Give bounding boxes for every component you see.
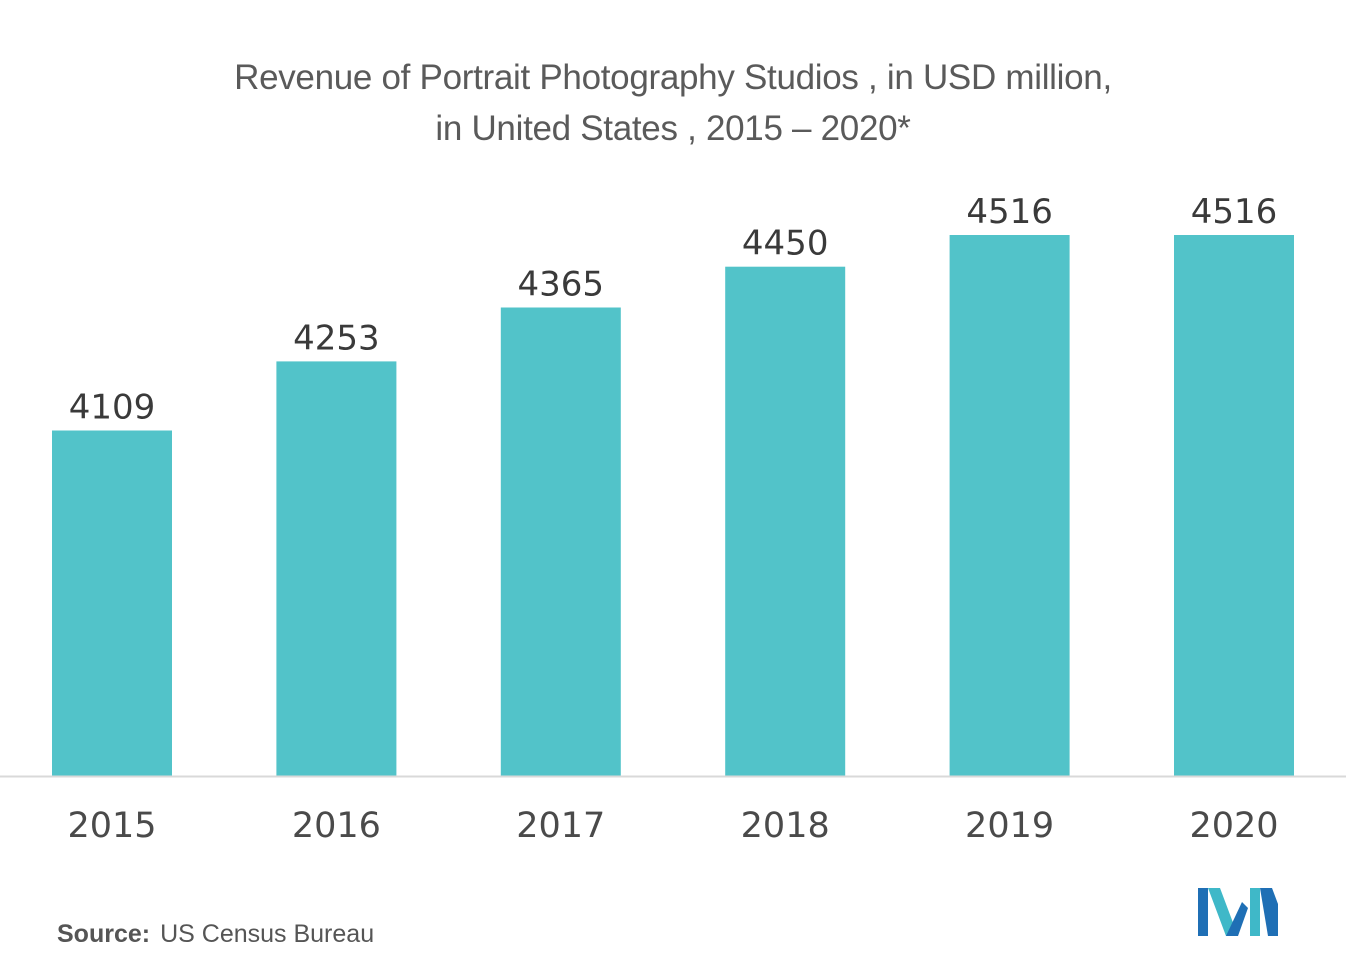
bar-2018	[725, 266, 846, 776]
chart-title: Revenue of Portrait Photography Studios …	[0, 52, 1346, 154]
data-label-2015: 4109	[69, 388, 156, 428]
data-label-2018: 4450	[742, 224, 829, 264]
data-label-2019: 4516	[966, 192, 1053, 232]
chart-title-line-1: Revenue of Portrait Photography Studios …	[234, 58, 1112, 97]
x-tick-label-2018: 2018	[741, 806, 830, 846]
source-label: Source:	[57, 920, 151, 948]
chart-title-line-2: in United States , 2015 – 2020*	[435, 109, 911, 148]
data-label-2016: 4253	[293, 318, 380, 358]
data-label-2020: 4516	[1191, 192, 1278, 232]
bar-2017	[500, 307, 621, 776]
bar-2020	[1174, 235, 1294, 776]
bar-2015	[52, 430, 172, 776]
x-tick-label-2016: 2016	[292, 806, 381, 846]
data-label-2017: 4365	[518, 265, 605, 305]
x-tick-label-2017: 2017	[516, 806, 605, 846]
x-tick-label-2020: 2020	[1189, 806, 1278, 846]
x-tick-label-2019: 2019	[965, 806, 1054, 846]
x-tick-label-2015: 2015	[67, 806, 156, 846]
bar-chart: 4109 2015 4253 2016 4365 2017 4450 2018 4516 2019…	[0, 192, 1346, 846]
mordor-intelligence-logo-icon	[1198, 888, 1278, 936]
source-value: US Census Bureau	[160, 920, 375, 948]
source-note: Source: US Census Bureau	[57, 920, 374, 949]
bar-2016	[276, 361, 397, 776]
bar-2019	[949, 235, 1070, 776]
